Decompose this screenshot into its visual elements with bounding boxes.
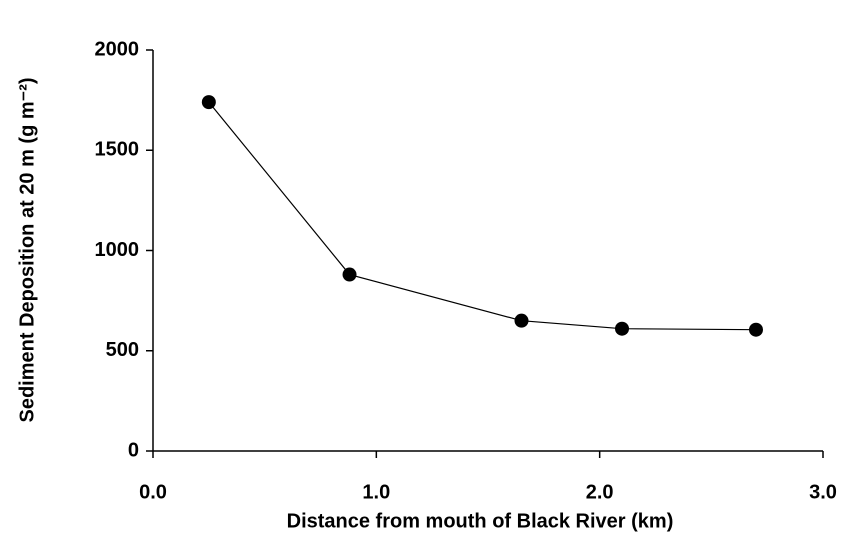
marker: [342, 267, 357, 282]
x-tick-label: 3.0: [809, 481, 837, 503]
marker: [749, 322, 763, 337]
x-axis-label: Distance from mouth of Black River (km): [287, 510, 674, 532]
marker: [615, 321, 629, 336]
x-tick-label: 1.0: [362, 481, 390, 503]
line: [208, 101, 757, 331]
x-tick-label: 0.0: [139, 481, 167, 503]
marker: [201, 95, 216, 110]
marker: [514, 313, 529, 328]
y-tick-label: 1000: [95, 239, 140, 261]
x-tick-label: 2.0: [586, 481, 614, 503]
y-tick-label: 0: [128, 439, 139, 461]
y-tick-label: 1500: [95, 139, 140, 161]
y-tick-label: 2000: [95, 38, 140, 60]
y-tick-label: 500: [106, 339, 139, 361]
y-axis-label: Sediment Deposition at 20 m (g m⁻²): [16, 77, 38, 422]
